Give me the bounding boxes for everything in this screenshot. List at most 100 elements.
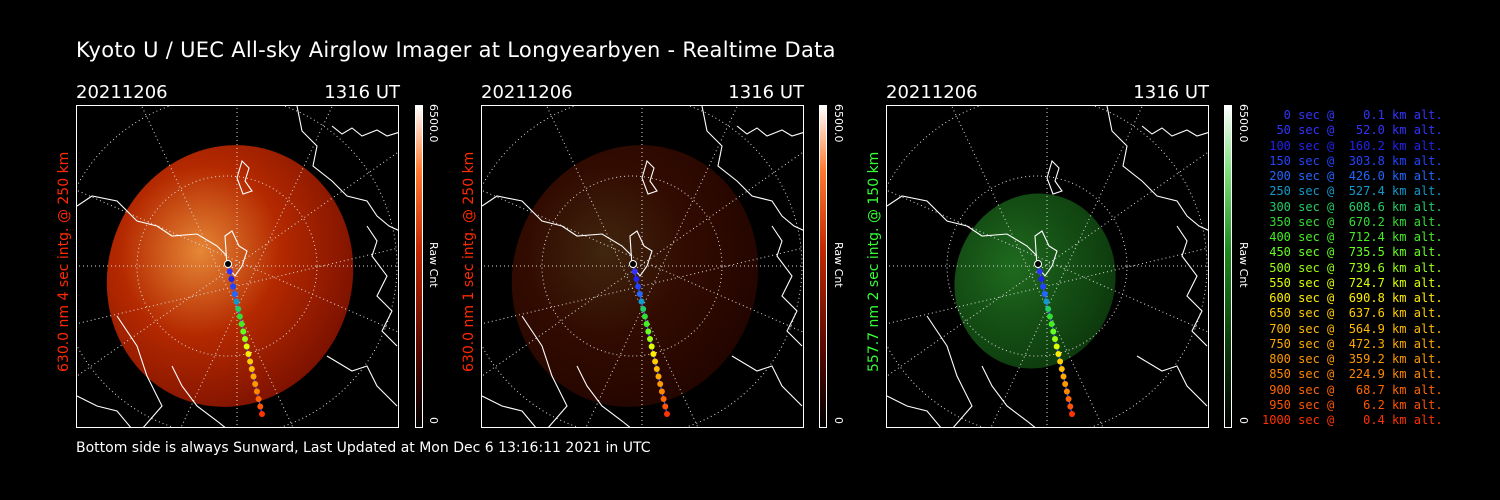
trajectory-point — [228, 276, 235, 282]
trajectory-point — [1038, 276, 1045, 282]
trajectory-point — [650, 351, 657, 357]
trajectory-point — [1040, 283, 1047, 290]
legend-row: 0 sec @ 0.1 km alt. — [1262, 108, 1443, 122]
airglow-image-630nm-4s — [76, 105, 399, 428]
trajectory-point — [224, 260, 232, 268]
trajectory-point — [1052, 336, 1058, 342]
legend-row: 550 sec @ 724.7 km alt. — [1262, 275, 1443, 290]
trajectory-point — [645, 328, 652, 335]
trajectory-point — [1046, 313, 1053, 320]
trajectory-point — [658, 388, 665, 395]
trajectory-point — [243, 343, 250, 350]
trajectory-point — [248, 366, 255, 372]
panel-time: 1316 UT — [1133, 82, 1209, 103]
trajectory-point — [655, 373, 662, 380]
trajectory-point — [1043, 298, 1050, 305]
trajectory-point — [236, 313, 243, 320]
airglow-disc — [106, 145, 354, 407]
airglow-image-557nm-2s — [886, 105, 1209, 428]
trajectory-point — [653, 366, 660, 372]
legend-row: 850 sec @ 224.9 km alt. — [1262, 367, 1443, 382]
legend-row: 200 sec @ 426.0 km alt. — [1262, 169, 1443, 183]
trajectory-point — [247, 358, 254, 365]
trajectory-point — [629, 260, 637, 268]
trajectory-point — [641, 313, 648, 320]
legend-row: 800 sec @ 359.2 km alt. — [1262, 352, 1443, 366]
trajectory-point — [1058, 366, 1065, 372]
panel-date: 20211206 — [481, 82, 573, 103]
legend-row: 100 sec @ 160.2 km alt. — [1262, 138, 1443, 153]
colorbar-min-label: 0 — [1237, 417, 1250, 424]
legend-row: 250 sec @ 527.4 km alt. — [1262, 184, 1443, 199]
trajectory-point — [252, 381, 259, 387]
page-title: Kyoto U / UEC All-sky Airglow Imager at … — [76, 38, 836, 62]
trajectory-point — [640, 306, 647, 312]
trajectory-point — [652, 358, 659, 365]
trajectory-point — [1036, 268, 1043, 275]
trajectory-point — [1062, 381, 1069, 387]
trajectory-point — [245, 351, 252, 357]
trajectory-point — [638, 298, 645, 305]
trajectory-point — [636, 291, 643, 297]
airglow-image-630nm-1s — [481, 105, 804, 428]
colorbar-unit-label: Raw Cnt — [832, 242, 845, 288]
trajectory-point — [1069, 411, 1075, 417]
trajectory-point — [242, 336, 248, 342]
trajectory-point — [1053, 343, 1060, 350]
trajectory-point — [660, 396, 667, 402]
trajectory-point — [1063, 388, 1070, 395]
trajectory-point — [231, 291, 238, 297]
legend-row: 350 sec @ 670.2 km alt. — [1262, 214, 1443, 229]
colorbar-unit-label: Raw Cnt — [427, 242, 440, 288]
trajectory-point — [664, 411, 670, 417]
legend-row: 400 sec @ 712.4 km alt. — [1262, 230, 1443, 244]
trajectory-point — [657, 381, 664, 387]
trajectory-point — [1065, 396, 1072, 402]
legend-row: 450 sec @ 735.5 km alt. — [1262, 245, 1443, 260]
legend-row: 900 sec @ 68.7 km alt. — [1262, 382, 1443, 397]
legend-row: 700 sec @ 564.9 km alt. — [1262, 321, 1443, 336]
panel-ylabel: 630.0 nm 1 sec intg. @ 250 km — [461, 151, 477, 372]
trajectory-point — [226, 268, 233, 275]
footer-note: Bottom side is always Sunward, Last Upda… — [76, 440, 651, 456]
trajectory-point — [253, 388, 260, 395]
trajectory-point — [1045, 306, 1052, 312]
panel-ylabel: 557.7 nm 2 sec intg. @ 150 km — [866, 151, 882, 372]
colorbar-max-label: 6500.0 — [427, 104, 440, 143]
colorbar-unit-label: Raw Cnt — [1237, 242, 1250, 288]
trajectory-point — [250, 373, 257, 380]
legend-row: 50 sec @ 52.0 km alt. — [1262, 123, 1443, 138]
trajectory-point — [1067, 403, 1074, 410]
trajectory-point — [259, 411, 265, 417]
trajectory-point — [635, 283, 642, 290]
legend-row: 600 sec @ 690.8 km alt. — [1262, 291, 1443, 305]
trajectory-point — [255, 396, 262, 402]
airglow-disc — [954, 193, 1116, 369]
trajectory-point — [230, 283, 237, 290]
colorbar-min-label: 0 — [427, 417, 440, 424]
trajectory-point — [240, 328, 247, 335]
panel-time: 1316 UT — [324, 82, 400, 103]
colorbar — [415, 105, 423, 428]
legend-row: 150 sec @ 303.8 km alt. — [1262, 153, 1443, 168]
trajectory-point — [1048, 321, 1055, 327]
panel-time: 1316 UT — [728, 82, 804, 103]
colorbar-max-label: 6500.0 — [832, 104, 845, 143]
colorbar-max-label: 6500.0 — [1237, 104, 1250, 143]
trajectory-point — [648, 343, 655, 350]
panel-date: 20211206 — [886, 82, 978, 103]
panel-ylabel: 630.0 nm 4 sec intg. @ 250 km — [56, 151, 72, 372]
trajectory-point — [647, 336, 653, 342]
trajectory-point — [633, 276, 640, 282]
trajectory-point — [1041, 291, 1048, 297]
trajectory-point — [238, 321, 245, 327]
legend-row: 650 sec @ 637.6 km alt. — [1262, 306, 1443, 321]
colorbar — [819, 105, 827, 428]
panel-date: 20211206 — [76, 82, 168, 103]
airglow-disc — [511, 145, 759, 407]
trajectory-point — [1055, 351, 1062, 357]
legend-row: 750 sec @ 472.3 km alt. — [1262, 336, 1443, 351]
trajectory-point — [1060, 373, 1067, 380]
trajectory-point — [1050, 328, 1057, 335]
trajectory-point — [1034, 260, 1042, 268]
